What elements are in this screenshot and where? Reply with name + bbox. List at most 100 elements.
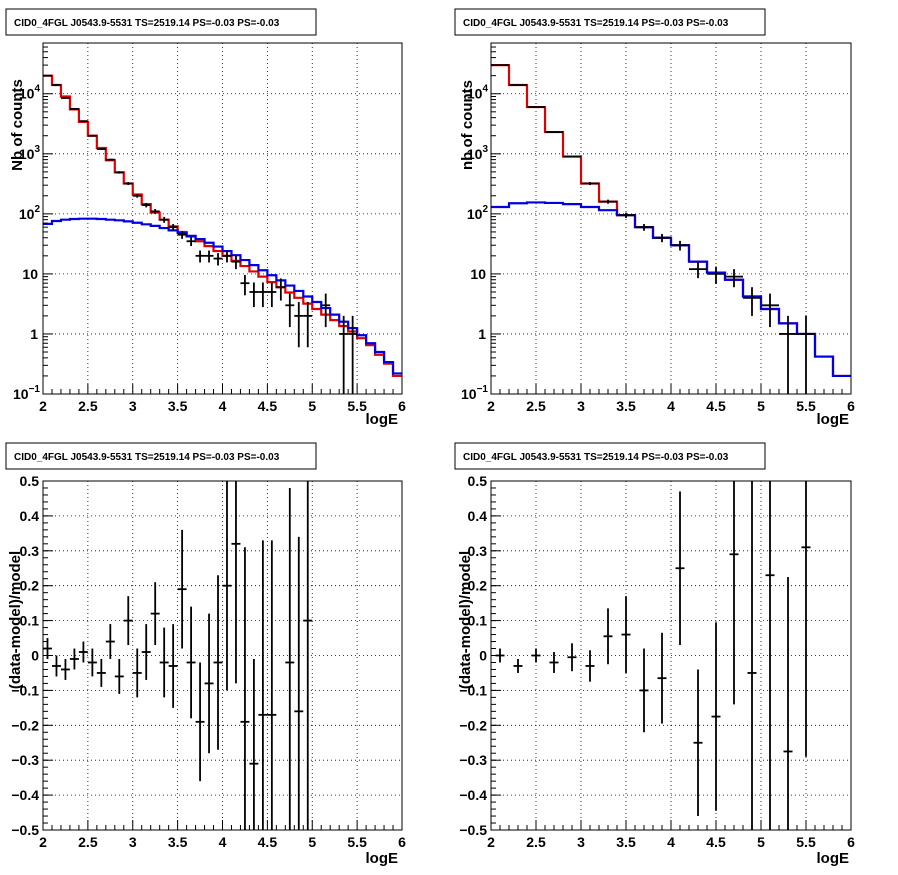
y-tick-label: 104 (467, 84, 489, 102)
data-point (60, 97, 70, 99)
y-tick-label: 102 (19, 204, 41, 222)
x-axis: 2 2.5 3 3.5 4 4.5 5 5.5 6 (487, 820, 855, 850)
title-box (5, 442, 317, 470)
data-point (186, 237, 196, 247)
data-point (159, 627, 169, 698)
data-point (240, 274, 250, 296)
y-tick-label: −0.4 (459, 787, 487, 803)
data-point (258, 540, 268, 830)
data-point (195, 662, 205, 782)
data-point (87, 134, 97, 137)
title-text: CID0_4FGL J0543.9-5531 TS=2519.14 PS=-0.… (463, 18, 729, 29)
data-point (549, 652, 559, 673)
data-point (747, 481, 757, 830)
y-tick-label: 103 (467, 144, 489, 162)
panel-counts-right: 2 2.5 3 3.5 4 4.5 5 5.5 6 10−1 1 10 102 103 104 logE nb … (454, 8, 855, 428)
data-point (204, 613, 214, 754)
y-tick-label: 10 (470, 266, 486, 282)
x-tick-label: 4 (667, 834, 675, 850)
data-point (132, 194, 142, 198)
title-text: CID0_4FGL J0543.9-5531 TS=2519.14 PS=-0.… (14, 452, 280, 463)
data-point (60, 658, 70, 680)
data-point (168, 624, 178, 708)
data-point (96, 658, 106, 687)
data-point (599, 199, 617, 204)
y-tick-label: −0.5 (459, 822, 487, 838)
panel-title: CID0_4FGL J0543.9-5531 TS=2519.14 PS=-0.… (454, 442, 766, 470)
x-tick-label: 3 (577, 398, 585, 414)
data-point (141, 624, 151, 680)
y-tick-label: 0.5 (468, 473, 488, 489)
data-point (671, 240, 689, 251)
data-point (689, 262, 707, 279)
x-tick-label: 5 (308, 398, 316, 414)
y-axis-title: (data-model)/model (7, 551, 24, 689)
data-point (294, 536, 304, 830)
data-point (531, 648, 541, 663)
x-tick-label: 4 (219, 834, 227, 850)
data-point (96, 148, 106, 150)
data-point (213, 253, 223, 266)
x-tick-label: 2.5 (526, 398, 546, 414)
x-tick-label: 6 (398, 834, 406, 850)
y-axis: −0.5 −0.4 −0.3 −0.2 −0.1 0 0.1 0.2 0.3 0.4 0.5 (11, 473, 53, 838)
data-point (267, 282, 277, 308)
panel-title: CID0_4FGL J0543.9-5531 TS=2519.14 PS=-0.… (454, 8, 766, 36)
y-tick-label: 0.4 (20, 508, 40, 524)
data-point (159, 216, 169, 223)
x-tick-label: 4 (667, 398, 675, 414)
data-point (105, 158, 115, 161)
data-point (339, 315, 349, 394)
data-point (78, 120, 88, 123)
data-point (150, 208, 160, 214)
x-tick-label: 3.5 (168, 398, 188, 414)
data-point (204, 250, 214, 263)
y-tick-label: 0.1 (468, 613, 488, 629)
x-tick-label: 4.5 (706, 398, 726, 414)
data-point (581, 182, 599, 186)
data-point (114, 171, 124, 174)
x-axis-title: logE (366, 411, 399, 428)
data-point (635, 224, 653, 231)
data-point (761, 293, 779, 328)
data-point (249, 658, 259, 830)
y-axis: 10−1 1 10 102 103 104 (13, 42, 53, 402)
x-tick-label: 6 (847, 398, 855, 414)
data-point (563, 155, 581, 158)
y-tick-label: −0.5 (11, 822, 39, 838)
x-tick-label: 5 (308, 834, 316, 850)
data-point (141, 202, 151, 208)
x-tick-label: 5.5 (796, 398, 816, 414)
data-point (69, 648, 79, 670)
y-tick-label: 103 (19, 144, 41, 162)
data-point (603, 608, 613, 665)
y-tick-label: 0.5 (20, 473, 40, 489)
x-tick-label: 3.5 (616, 834, 636, 850)
data-point (267, 540, 277, 830)
panel-residuals-right: 2 2.5 3 3.5 4 4.5 5 5.5 6 −0.5 −0.4 −0.3 −0.2 −0.1 0 0.… (454, 442, 855, 867)
x-axis-title: logE (817, 411, 850, 428)
data-point (186, 606, 196, 719)
panel-title: CID0_4FGL J0543.9-5531 TS=2519.14 PS=-0.… (5, 442, 317, 470)
y-tick-label: 102 (467, 204, 489, 222)
data-point (213, 575, 223, 750)
data-point (222, 250, 232, 263)
data-point (513, 658, 523, 673)
data-point (801, 481, 811, 757)
x-tick-label: 3.5 (616, 398, 636, 414)
data-point (348, 315, 358, 394)
data-point (177, 529, 187, 649)
data-point (222, 481, 232, 691)
data-point (321, 293, 331, 328)
x-tick-label: 2 (487, 398, 495, 414)
x-axis-title: logE (817, 850, 850, 867)
data-point (653, 233, 671, 243)
x-tick-label: 4.5 (258, 398, 278, 414)
title-box (454, 8, 766, 36)
x-tick-label: 5 (757, 834, 765, 850)
data-point (105, 624, 115, 659)
data-point (231, 481, 241, 684)
panel-counts-left: 2 2.5 3 3.5 4 4.5 5 5.5 6 10−1 1 10 102 103 104 logE Nb … (5, 8, 406, 428)
data-point (285, 293, 295, 328)
